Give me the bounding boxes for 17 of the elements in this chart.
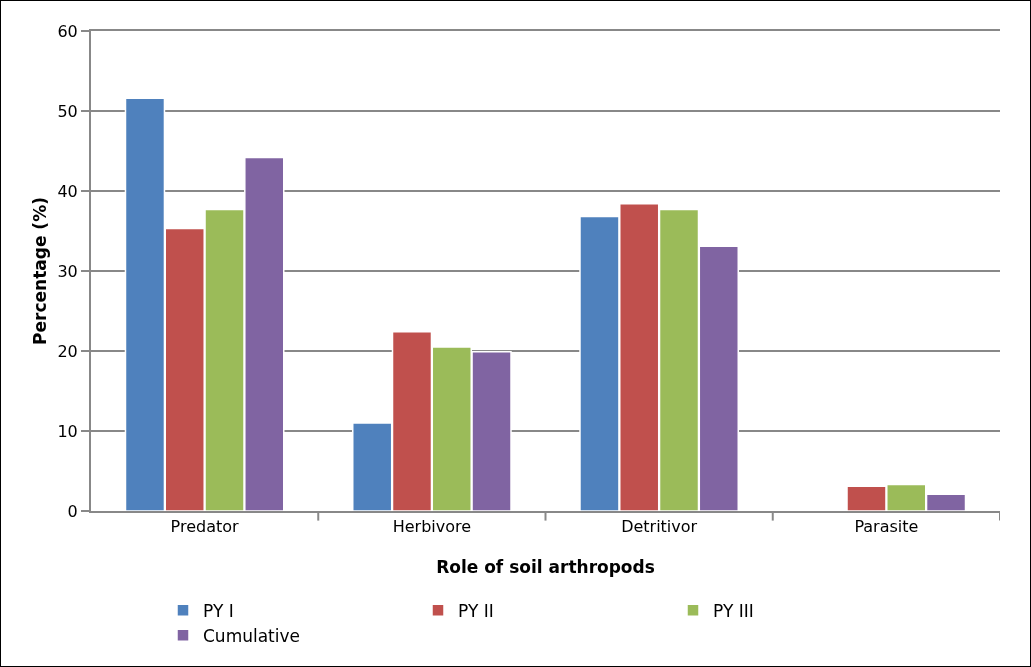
y-tick-label: 0 <box>67 501 78 521</box>
legend-label: PY I <box>203 600 234 621</box>
x-tick-label: Predator <box>170 517 240 537</box>
x-axis-title: Role of soil arthropods <box>436 557 655 577</box>
x-tick-label: Detritivor <box>621 517 698 537</box>
y-tick-label: 40 <box>57 181 78 201</box>
y-tick-label: 60 <box>57 21 78 41</box>
legend-label: Cumulative <box>203 625 301 646</box>
y-tick-label: 10 <box>57 421 78 441</box>
y-axis-title: Percentage (%) <box>30 197 50 345</box>
x-tick-label: Herbivore <box>392 517 472 537</box>
y-tick-label: 50 <box>57 101 78 121</box>
x-tick-label: Parasite <box>854 517 919 537</box>
legend-label: PY III <box>713 600 754 621</box>
legend-label: PY II <box>458 600 494 621</box>
y-tick-label: 20 <box>57 341 78 361</box>
y-tick-label: 30 <box>57 261 78 281</box>
